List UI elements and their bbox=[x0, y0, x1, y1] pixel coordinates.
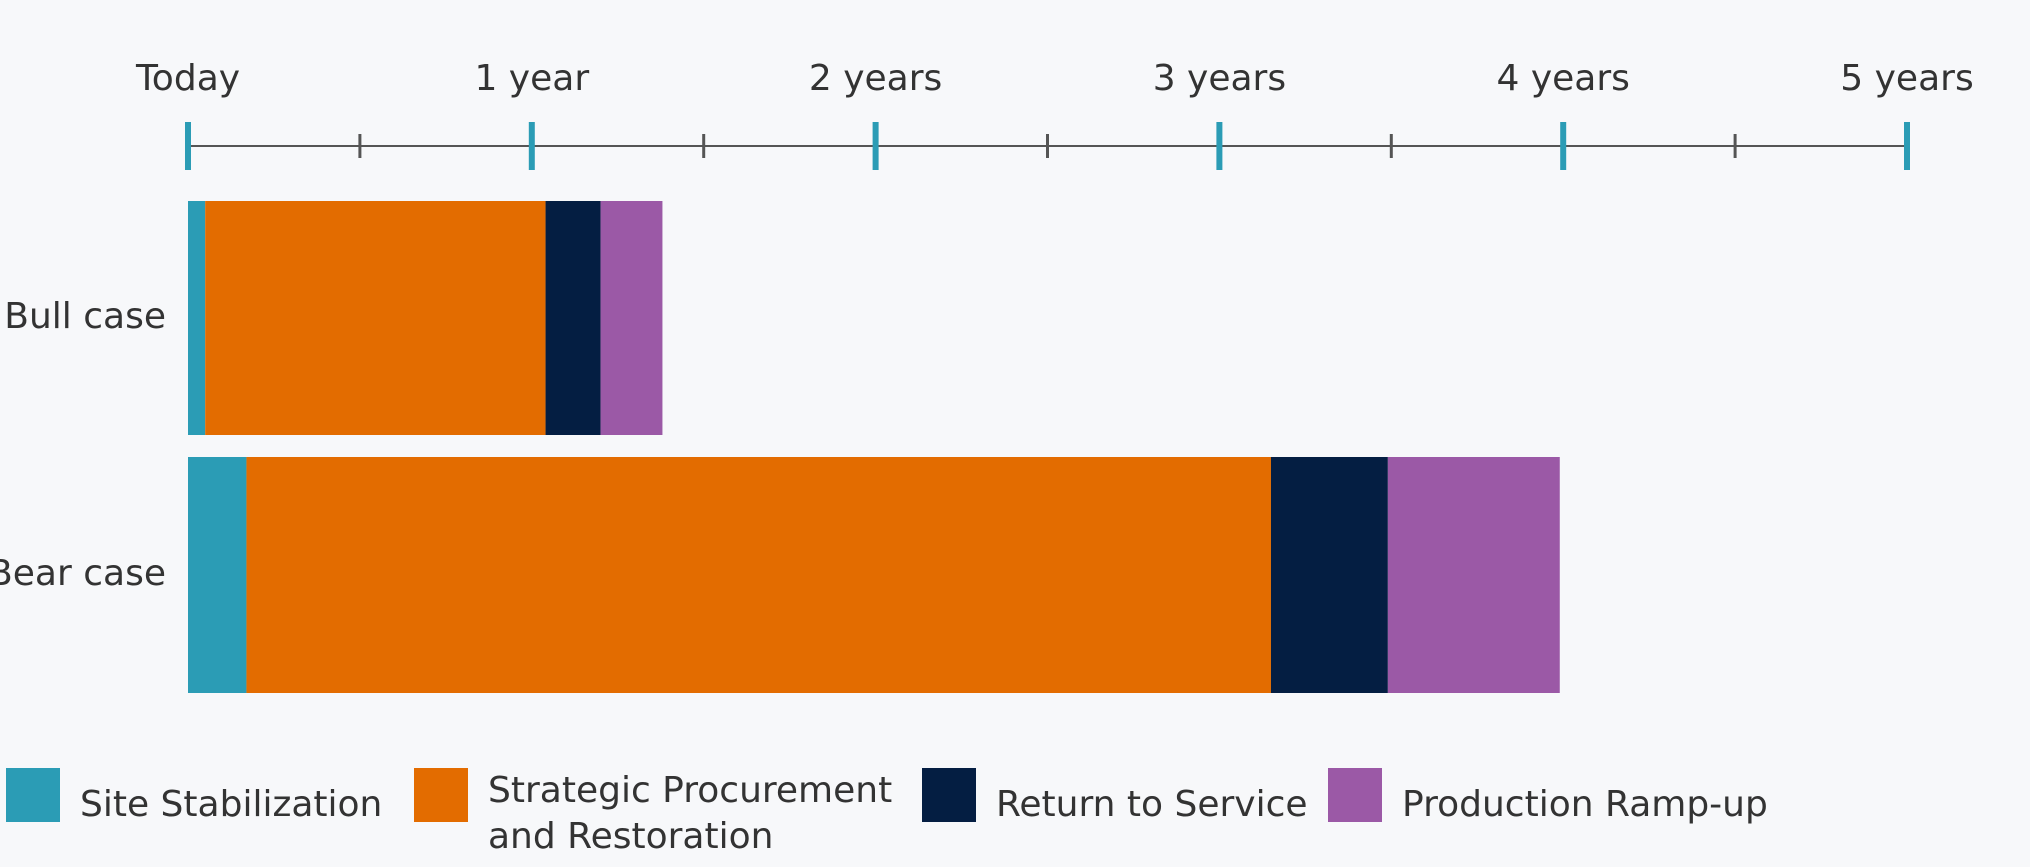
legend-swatch bbox=[414, 768, 468, 822]
bar-segment bbox=[600, 201, 663, 435]
x-tick-label: 5 years bbox=[1840, 58, 1973, 99]
bar-segment bbox=[1270, 457, 1388, 693]
x-tick-label: Today bbox=[135, 58, 240, 99]
legend-label: Production Ramp-up bbox=[1402, 784, 1768, 825]
legend-item: Site Stabilization bbox=[6, 768, 382, 828]
legend-swatch bbox=[6, 768, 60, 822]
x-tick-label: 4 years bbox=[1496, 58, 1629, 99]
x-tick-label: 2 years bbox=[809, 58, 942, 99]
legend-label: Site Stabilization bbox=[80, 784, 383, 825]
legend-item: Strategic Procurement and Restoration bbox=[414, 768, 938, 860]
legend-item: Return to Service bbox=[922, 768, 1308, 828]
category-label: Bear case bbox=[0, 553, 166, 594]
legend-label: Strategic Procurement and Restoration bbox=[488, 770, 893, 857]
legend-swatch bbox=[922, 768, 976, 822]
category-label: Bull case bbox=[4, 296, 166, 337]
bar-segment bbox=[545, 201, 601, 435]
legend-label: Return to Service bbox=[996, 784, 1308, 825]
bar-segment bbox=[188, 201, 206, 435]
x-tick-label: 1 year bbox=[474, 58, 589, 99]
legend-swatch bbox=[1328, 768, 1382, 822]
x-tick-label: 3 years bbox=[1153, 58, 1286, 99]
bar-segment bbox=[188, 457, 247, 693]
bar-segment bbox=[1387, 457, 1560, 693]
legend-item: Production Ramp-up bbox=[1328, 768, 1768, 828]
bar-segment bbox=[246, 457, 1271, 693]
bar-segment bbox=[205, 201, 546, 435]
